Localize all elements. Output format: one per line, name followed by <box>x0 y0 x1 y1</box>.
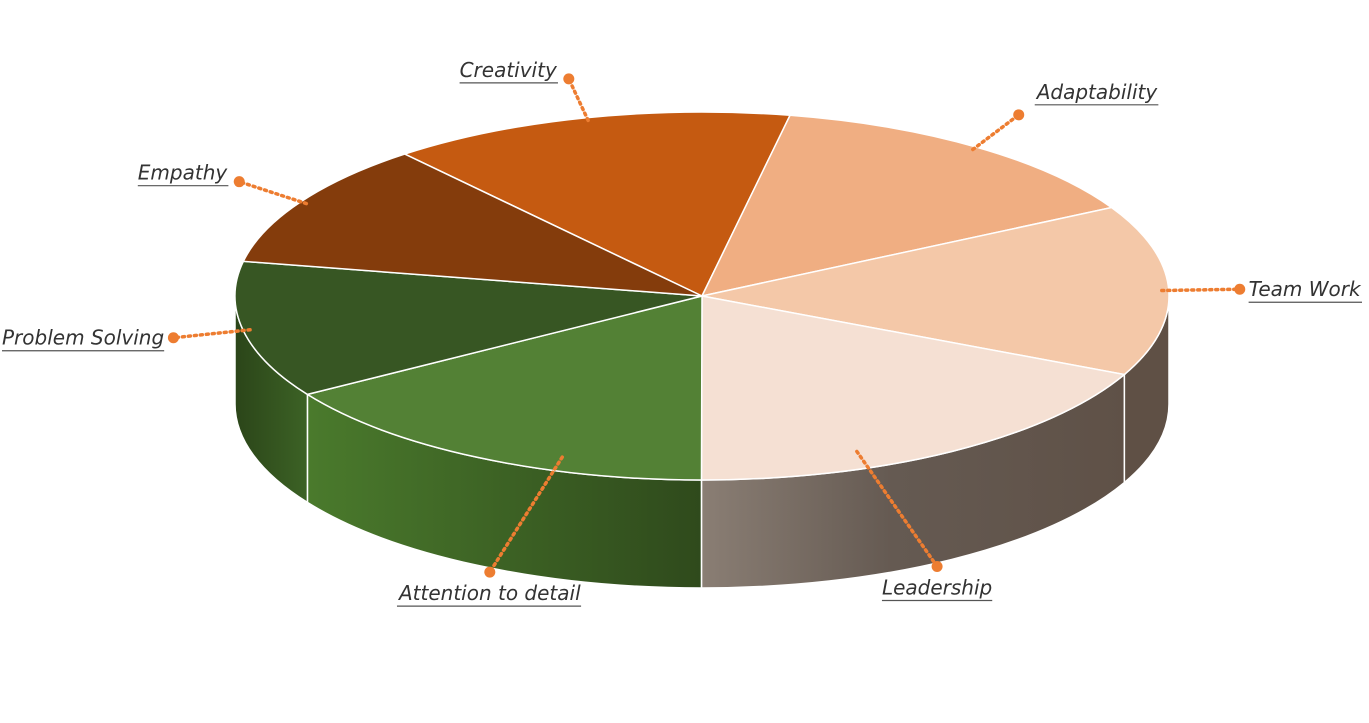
pie-slice-attention-to-detail <box>305 295 703 481</box>
leader-dot-empathy <box>233 176 245 188</box>
slice-label-problem-solving: Problem Solving <box>2 326 164 350</box>
slice-label-adaptability: Adaptability <box>1035 80 1159 104</box>
leader-dot-adaptability <box>1013 109 1025 121</box>
leader-line-attention-to-detail <box>488 455 564 574</box>
leader-line-team-work <box>1160 287 1242 293</box>
leader-line-problem-solving <box>171 328 252 340</box>
slice-label-empathy: Empathy <box>138 161 229 185</box>
slice-label-team-work: Team Work <box>1249 277 1362 301</box>
leader-dot-creativity <box>563 73 575 85</box>
leader-line-empathy <box>237 179 309 206</box>
slice-label-attention-to-detail: Attention to detail <box>397 581 581 605</box>
pie-slice-leadership <box>700 295 1127 481</box>
slice-label-creativity: Creativity <box>460 58 558 82</box>
leader-dot-team-work <box>1234 283 1246 295</box>
leader-line-creativity <box>567 77 590 123</box>
leader-dot-problem-solving <box>167 332 179 344</box>
leader-line-adaptability <box>971 113 1021 152</box>
leader-dot-leadership <box>931 560 943 572</box>
slice-label-leadership: Leadership <box>882 575 992 599</box>
leader-dot-attention-to-detail <box>484 566 496 578</box>
leader-line-leadership <box>855 449 939 569</box>
